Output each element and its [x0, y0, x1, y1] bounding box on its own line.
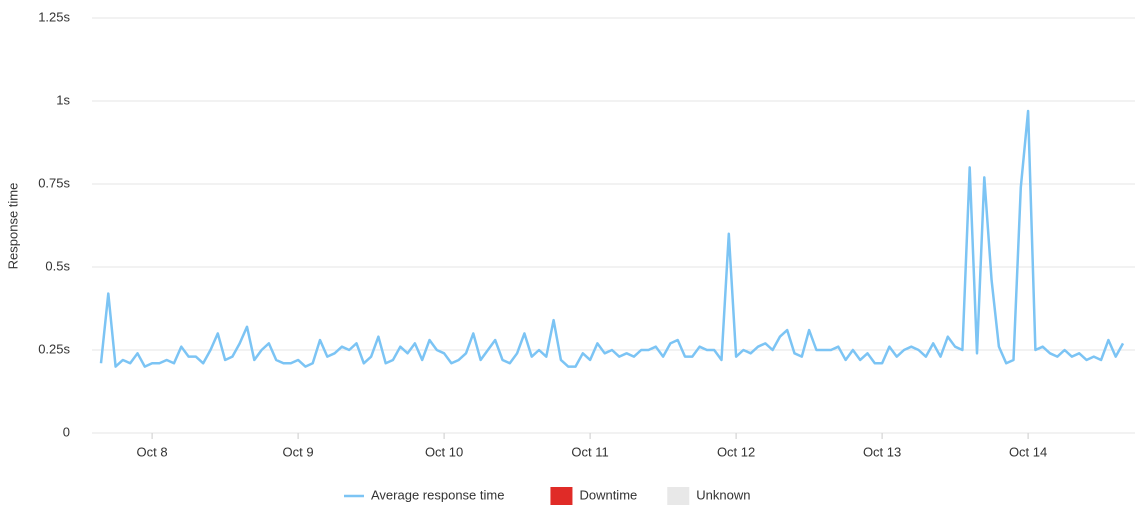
- legend-swatch: [550, 487, 573, 505]
- y-tick-label: 0.25s: [38, 341, 70, 356]
- legend-swatch: [667, 487, 690, 505]
- x-tick-label: Oct 11: [571, 444, 608, 459]
- x-tick-label: Oct 13: [863, 444, 901, 459]
- x-tick-label: Oct 10: [425, 444, 463, 459]
- y-tick-label: 1s: [56, 92, 70, 107]
- y-tick-label: 0.5s: [45, 258, 70, 273]
- legend-label: Unknown: [696, 487, 750, 502]
- legend-label: Average response time: [371, 487, 504, 502]
- x-tick-label: Oct 12: [717, 444, 755, 459]
- y-axis-label: Response time: [5, 183, 20, 270]
- x-tick-label: Oct 14: [1009, 444, 1047, 459]
- x-tick-label: Oct 9: [283, 444, 314, 459]
- y-tick-label: 0.75s: [38, 175, 70, 190]
- y-tick-label: 0: [63, 424, 70, 439]
- legend-label: Downtime: [579, 487, 637, 502]
- data-line: [99, 109, 1125, 368]
- y-tick-label: 1.25s: [38, 9, 70, 24]
- x-tick-label: Oct 8: [137, 444, 168, 459]
